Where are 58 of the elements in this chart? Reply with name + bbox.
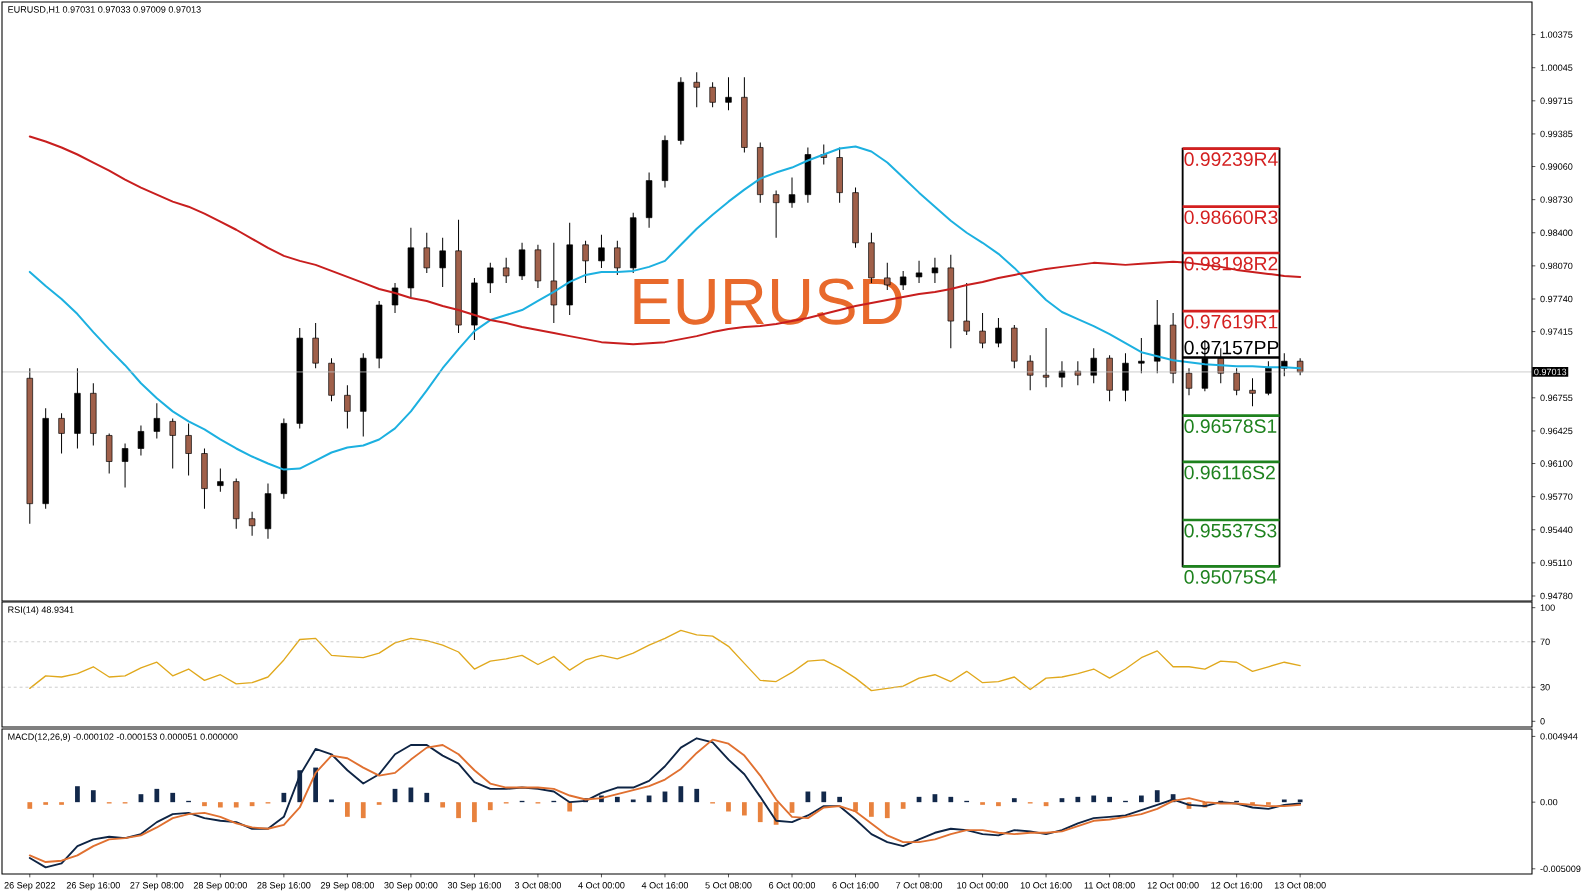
y-tick-label: 0.99715	[1540, 97, 1573, 105]
x-tick-label: 10 Oct 00:00	[957, 882, 1009, 889]
y-tick-label: 0.97415	[1540, 328, 1573, 335]
y-tick-label: 0.98400	[1540, 229, 1573, 236]
x-tick-label: 3 Oct 08:00	[514, 882, 562, 889]
y-tick-label: 0.95770	[1540, 493, 1573, 500]
x-tick-label: 4 Oct 00:00	[578, 882, 625, 889]
x-tick-label: 12 Oct 00:00	[1147, 882, 1199, 889]
y-tick-label: 0.99385	[1540, 130, 1573, 138]
x-tick-label: 13 Oct 08:00	[1274, 882, 1326, 889]
x-tick-label: 26 Sep 16:00	[66, 882, 120, 891]
y-tick-label: 0.98070	[1540, 262, 1573, 270]
y-tick-label: 70	[1540, 638, 1550, 645]
ref-line-label: 0.97619R1	[1184, 314, 1278, 329]
y-tick-label: 0.94780	[1540, 592, 1573, 600]
y-tick-label: 0.95110	[1540, 559, 1572, 567]
ref-line-label: 0.97013	[1534, 368, 1567, 376]
ref-line-label: 0.99239R4	[1184, 152, 1278, 166]
ref-line-label: 0.98198R2	[1184, 256, 1278, 271]
x-tick-label: 27 Sep 08:00	[130, 882, 184, 891]
ref-line-label: 0.95537S3	[1184, 523, 1277, 538]
x-tick-label: 5 Oct 08:00	[705, 882, 752, 889]
chart-title: EURUSD,H1 0.97031 0.97033 0.97009 0.97013	[8, 6, 201, 14]
x-tick-label: 7 Oct 08:00	[896, 882, 943, 889]
y-tick-label: -0.005009	[1540, 865, 1581, 873]
x-tick-label: 30 Sep 00:00	[384, 882, 438, 891]
x-tick-label: 30 Sep 16:00	[447, 882, 502, 891]
x-tick-label: 26 Sep 2022	[4, 882, 56, 891]
y-tick-label: 0.95440	[1540, 526, 1573, 533]
y-tick-label: 0	[1540, 718, 1545, 725]
x-tick-label: 29 Sep 08:00	[320, 882, 374, 891]
x-tick-label: 12 Oct 16:00	[1211, 882, 1263, 889]
ref-line-label: 0.98660R3	[1184, 210, 1278, 225]
x-tick-label: 4 Oct 16:00	[641, 882, 689, 889]
y-tick-label: 0.00	[1540, 798, 1558, 806]
x-tick-label: 6 Oct 16:00	[832, 882, 879, 889]
x-tick-label: 28 Sep 00:00	[193, 882, 247, 891]
x-tick-label: 6 Oct 00:00	[769, 882, 816, 889]
y-tick-label: 0.98730	[1540, 196, 1573, 203]
y-tick-label: 0.96425	[1540, 427, 1573, 435]
x-tick-label: 10 Oct 16:00	[1020, 882, 1072, 889]
y-tick-label: 1.00045	[1540, 64, 1573, 71]
x-tick-label: 11 Oct 08:00	[1084, 882, 1135, 889]
chart-title: MACD(12,26,9) -0.000102 -0.000153 0.000051 0.000000	[8, 733, 238, 742]
ref-line-label: 0.95075S4	[1184, 570, 1277, 584]
y-tick-label: 30	[1540, 684, 1550, 691]
chart-title: RSI(14) 48.9341	[8, 606, 74, 615]
y-tick-label: 0.99060	[1540, 163, 1573, 170]
annotation: EURUSD	[634, 278, 902, 325]
x-tick-label: 28 Sep 16:00	[257, 882, 311, 891]
ref-line-label: 0.96116S2	[1184, 465, 1275, 480]
y-tick-label: 0.96755	[1540, 394, 1573, 402]
ref-line-label: 0.96578S1	[1184, 419, 1277, 433]
y-tick-label: 0.97740	[1540, 295, 1573, 303]
y-tick-label: 100	[1540, 604, 1555, 611]
y-tick-label: 1.00375	[1540, 31, 1573, 38]
y-tick-label: 0.004944	[1540, 733, 1578, 740]
y-tick-label: 0.96100	[1540, 460, 1573, 467]
